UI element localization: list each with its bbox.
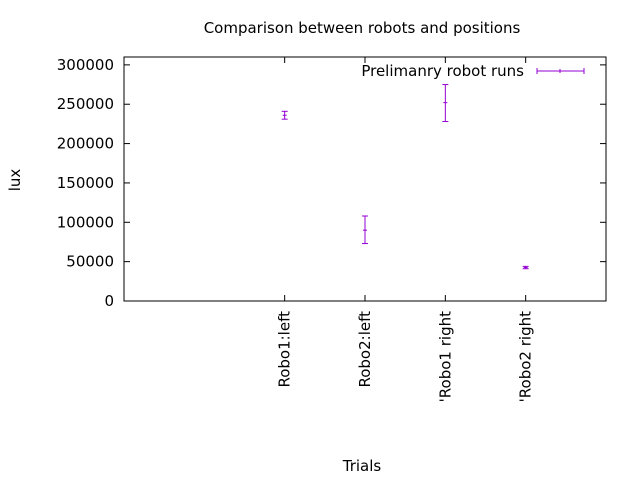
y-tick-label: 300000	[57, 56, 114, 74]
x-tick-label: 'Robo1 right	[436, 311, 454, 402]
x-tick-label: Robo1:left	[276, 311, 294, 388]
y-tick-label: 250000	[57, 95, 114, 113]
error-bar-point	[281, 110, 288, 120]
error-bar-point	[362, 215, 368, 245]
x-axis: Robo1:left Robo2:left 'Robo1 right 'Robo2 r…	[276, 57, 535, 402]
y-tick-label: 150000	[57, 174, 114, 192]
y-tick-label: 0	[104, 292, 114, 310]
error-bar-point	[442, 84, 449, 123]
y-tick-label: 200000	[57, 135, 114, 153]
y-axis: 0 50000 100000 150000 200000 250000 300000	[57, 56, 606, 310]
y-tick-label: 100000	[57, 213, 114, 231]
y-tick-label: 50000	[66, 253, 114, 271]
y-axis-label: lux	[6, 169, 24, 192]
chart-title: Comparison between robots and positions	[204, 19, 521, 37]
x-tick-label: Robo2:left	[356, 311, 374, 388]
series-marks	[281, 84, 529, 270]
legend-label: Prelimanry robot runs	[361, 62, 524, 80]
x-tick-label: 'Robo2 right	[517, 311, 535, 402]
x-axis-label: Trials	[342, 457, 382, 475]
error-bar-point	[522, 265, 529, 270]
legend: Prelimanry robot runs	[361, 62, 585, 80]
plot-frame	[123, 56, 607, 302]
